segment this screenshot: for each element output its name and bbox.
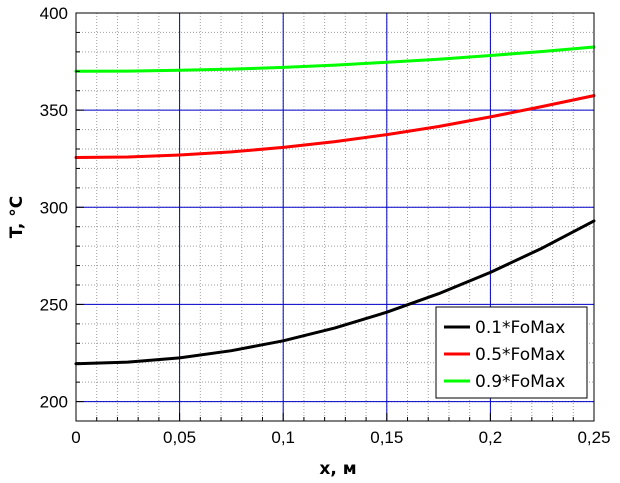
y-tick-label: 250 <box>40 295 68 314</box>
legend: 0.1*FoMax 0.5*FoMax 0.9*FoMax <box>435 306 588 399</box>
legend-label: 0.1*FoMax <box>475 318 565 338</box>
axis-ticks <box>75 12 595 422</box>
x-tick-label: 0,05 <box>163 428 196 447</box>
series-line-1 <box>74 219 596 366</box>
y-tick-label: 400 <box>40 4 68 23</box>
x-tick-label: 0,25 <box>577 428 610 447</box>
x-axis-title: x, м <box>319 459 356 479</box>
series-line-2 <box>74 94 596 159</box>
x-tick-label: 0,1 <box>271 428 295 447</box>
series-line-3 <box>74 45 596 73</box>
x-tick-label: 0,15 <box>370 428 403 447</box>
y-tick-labels: 200 250 300 350 400 <box>40 4 68 412</box>
legend-label: 0.5*FoMax <box>475 345 565 365</box>
plot-frame <box>75 12 595 422</box>
y-tick-label: 200 <box>40 393 68 412</box>
series-layer <box>74 45 596 366</box>
x-tick-label: 0,2 <box>479 428 503 447</box>
x-tick-label: 0 <box>71 428 80 447</box>
legend-label: 0.9*FoMax <box>475 372 565 392</box>
y-tick-label: 300 <box>40 198 68 217</box>
x-tick-labels: 0 0,05 0,1 0,15 0,2 0,25 <box>71 428 610 447</box>
y-tick-label: 350 <box>40 101 68 120</box>
y-axis-title: T, °C <box>7 196 27 239</box>
